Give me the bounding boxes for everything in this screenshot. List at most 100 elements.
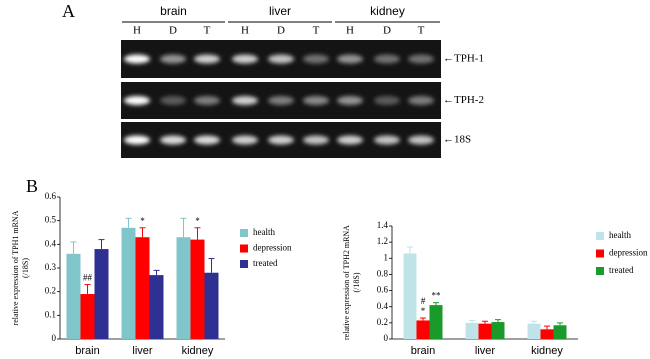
gel-band — [374, 96, 400, 105]
bar — [540, 329, 554, 339]
significance-mark: * — [421, 306, 426, 316]
x-tick-label: brain — [75, 345, 99, 357]
legend-swatch — [596, 267, 604, 275]
bar — [429, 305, 443, 339]
y-axis-label: relative expression of TPH1 mRNA — [11, 210, 20, 325]
gel-band — [408, 96, 434, 105]
legend-label: depression — [609, 248, 648, 258]
gel-band — [408, 135, 434, 145]
gel-band — [337, 135, 363, 145]
gel-band — [303, 135, 329, 145]
y-axis-label: (/18S) — [21, 258, 30, 278]
gel-band — [303, 54, 329, 64]
bar — [465, 322, 479, 339]
legend-label: health — [609, 230, 631, 240]
legend-swatch — [596, 232, 604, 240]
gel-band — [408, 54, 434, 64]
legend-label: treated — [253, 258, 278, 268]
gel-group-label: liver — [269, 4, 291, 18]
panel-label: A — [62, 1, 75, 21]
significance-mark: ## — [83, 273, 93, 283]
bar — [553, 325, 567, 339]
significance-mark: * — [195, 216, 200, 226]
y-tick-label: 1.2 — [377, 236, 388, 246]
y-tick-label: 0.2 — [377, 317, 388, 327]
gel-lane-label: T — [418, 25, 425, 37]
gel-band — [160, 54, 186, 64]
bar — [478, 323, 492, 339]
legend-label: depression — [253, 243, 292, 253]
y-tick-label: 0 — [52, 333, 57, 343]
gel-band — [374, 135, 400, 145]
gel-group-label: kidney — [370, 4, 405, 18]
legend-label: health — [253, 227, 275, 237]
gel-row-label: ←TPH-2 — [443, 94, 484, 106]
bar — [149, 275, 164, 339]
gel-lane-label: D — [277, 25, 285, 37]
gel-band — [194, 54, 220, 64]
legend-swatch — [240, 229, 248, 237]
gel-lane-label: H — [346, 25, 354, 37]
gel-band — [303, 96, 329, 105]
y-tick-label: 0.4 — [45, 238, 57, 248]
gel-band — [232, 96, 258, 105]
bar — [527, 323, 541, 339]
bar — [176, 237, 191, 339]
gel-band — [232, 135, 258, 145]
y-axis-label: relative expression of TPH2 mRNA — [342, 225, 351, 340]
x-tick-label: kidney — [531, 345, 563, 357]
gel-band — [160, 96, 186, 105]
legend-swatch — [240, 260, 248, 268]
gel-row-label: ←TPH-1 — [443, 53, 484, 65]
bar — [403, 253, 417, 339]
significance-mark: ** — [432, 291, 442, 301]
gel-lane-label: T — [313, 25, 320, 37]
bar — [491, 322, 505, 339]
gel-band — [374, 54, 400, 64]
significance-mark: * — [140, 216, 145, 226]
y-tick-label: 0.3 — [45, 262, 57, 272]
bar — [135, 237, 150, 339]
legend-swatch — [596, 249, 604, 258]
panel-label: B — [26, 176, 38, 196]
gel-band — [268, 96, 294, 105]
y-tick-label: 0.6 — [45, 191, 57, 201]
bar — [416, 320, 430, 339]
bar — [121, 227, 136, 339]
y-tick-label: 0.5 — [45, 215, 57, 225]
gel-lane-label: H — [133, 25, 141, 37]
y-tick-label: 0.1 — [45, 309, 56, 319]
gel-band — [337, 96, 363, 105]
gel-band — [232, 54, 258, 64]
x-tick-label: liver — [475, 345, 496, 357]
legend-label: treated — [609, 265, 634, 275]
y-tick-label: 1 — [384, 252, 389, 262]
y-tick-label: 0.2 — [45, 286, 56, 296]
significance-mark: # — [421, 296, 426, 306]
gel-band — [194, 135, 220, 145]
y-tick-label: 0.8 — [377, 268, 389, 278]
gel-lane-label: T — [204, 25, 211, 37]
y-tick-label: 1.4 — [377, 220, 389, 230]
gel-band — [268, 135, 294, 145]
bar — [204, 272, 219, 339]
gel-band — [194, 96, 220, 105]
bar — [190, 239, 205, 339]
gel-band — [124, 96, 150, 105]
gel-band — [124, 135, 150, 145]
y-axis-label: (/18S) — [352, 272, 361, 292]
gel-lane-label: D — [169, 25, 177, 37]
gel-band — [337, 54, 363, 64]
gel-group-label: brain — [160, 4, 187, 18]
y-tick-label: 0.6 — [377, 285, 389, 295]
x-tick-label: brain — [411, 345, 435, 357]
bar — [66, 253, 81, 339]
gel-band — [268, 54, 294, 64]
x-tick-label: liver — [132, 345, 153, 357]
gel-band — [160, 135, 186, 145]
y-tick-label: 0 — [384, 333, 389, 343]
gel-lane-label: H — [241, 25, 249, 37]
legend-swatch — [240, 244, 248, 253]
bar — [94, 249, 109, 339]
x-tick-label: kidney — [182, 345, 214, 357]
